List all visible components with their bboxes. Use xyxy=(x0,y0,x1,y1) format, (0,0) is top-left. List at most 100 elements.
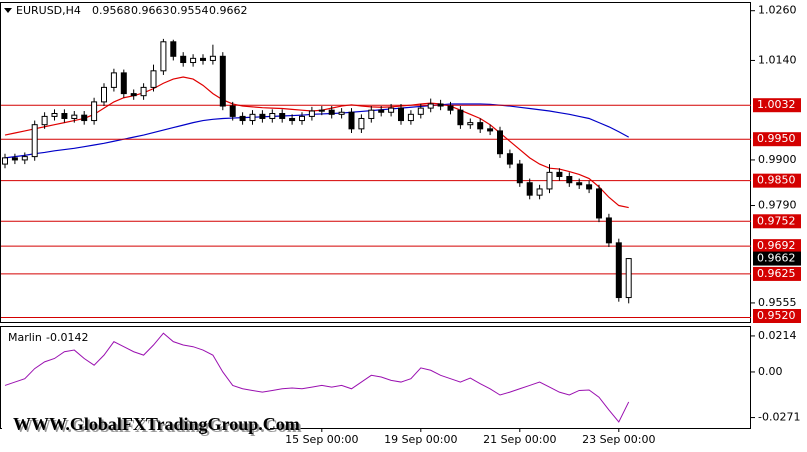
indicator-line xyxy=(4,332,630,423)
watermark-bg xyxy=(2,409,270,441)
x-tick-label: 19 Sep 00:00 xyxy=(384,433,457,446)
candle-body xyxy=(308,110,315,117)
candle-body xyxy=(229,105,236,117)
candle-body xyxy=(437,103,444,107)
candle-body xyxy=(596,188,602,219)
candle-body xyxy=(140,86,147,97)
candle-body xyxy=(190,57,197,64)
y-tick-label: 1.0260 xyxy=(758,4,797,17)
level-label: 1.0032 xyxy=(757,98,796,111)
moving-average xyxy=(4,103,629,159)
candle-body xyxy=(526,182,533,196)
candle-body xyxy=(497,130,503,155)
indicator-value: -0.0142 xyxy=(46,331,88,344)
candle-body xyxy=(110,72,117,88)
candle-body xyxy=(299,115,305,122)
x-tick-label: 15 Sep 00:00 xyxy=(285,433,358,446)
candle-body xyxy=(200,57,206,61)
level-label: 0.9950 xyxy=(757,132,796,145)
price-tag xyxy=(753,251,801,266)
indicator-tick-label: 0.00 xyxy=(758,365,783,378)
candle-body xyxy=(259,113,266,119)
watermark: WWW.GlobalFXTradingGroup.Com xyxy=(13,414,300,434)
candle-body xyxy=(566,176,573,184)
close-value: 0.9662 xyxy=(209,4,248,17)
level-tag xyxy=(753,309,801,323)
candle-body xyxy=(21,156,28,161)
candle-body xyxy=(467,122,474,126)
candle-body xyxy=(61,113,68,119)
candle-body xyxy=(130,93,137,97)
candle-body xyxy=(318,109,325,112)
candle-body xyxy=(576,182,583,186)
level-label: 0.9692 xyxy=(757,239,796,252)
candle-body xyxy=(101,86,107,103)
candle-body xyxy=(407,113,414,122)
candle-body xyxy=(348,111,355,130)
candle-body xyxy=(71,114,78,119)
level-label: 0.9752 xyxy=(757,214,796,227)
candle-body xyxy=(368,109,375,119)
level-label: 0.9850 xyxy=(757,174,796,187)
level-tag xyxy=(753,266,801,281)
candle-body xyxy=(516,163,523,184)
candle-body xyxy=(625,258,632,299)
indicator-panel xyxy=(0,326,751,429)
candle-body xyxy=(536,188,543,196)
candle-body xyxy=(120,72,127,95)
candle-body xyxy=(239,115,246,122)
level-tag xyxy=(753,214,801,229)
candle-body xyxy=(219,55,226,107)
candle-body xyxy=(11,157,18,161)
indicator-tick-label: 0.0214 xyxy=(758,329,797,342)
candle-body xyxy=(279,113,286,119)
level-label: 0.9625 xyxy=(757,267,796,280)
y-tick-label: 0.9790 xyxy=(758,199,797,212)
main-panel xyxy=(0,2,751,323)
y-tick-label: 1.0140 xyxy=(758,53,797,66)
x-tick-label: 23 Sep 00:00 xyxy=(582,433,655,446)
candle-body xyxy=(170,41,177,57)
candle-body xyxy=(615,242,622,299)
candle-body xyxy=(269,113,276,119)
candle-body xyxy=(81,114,88,122)
candle-body xyxy=(338,111,345,115)
candle-body xyxy=(546,171,553,190)
candle-body xyxy=(358,117,365,130)
indicator-tick-label: -0.0271 xyxy=(758,411,800,424)
candle-body xyxy=(605,217,612,244)
candle-body xyxy=(457,109,464,126)
candle-body xyxy=(289,117,296,122)
candle-body xyxy=(91,101,98,122)
level-tag xyxy=(753,98,801,113)
candle-body xyxy=(180,55,187,64)
low-value: 0.9554 xyxy=(170,4,209,17)
x-tick-label: 21 Sep 00:00 xyxy=(483,433,556,446)
candle-body xyxy=(487,128,494,132)
y-tick-label: 0.9555 xyxy=(758,296,797,309)
candle-body xyxy=(249,113,256,122)
y-tick-label: 0.9900 xyxy=(758,153,797,166)
collapse-icon xyxy=(4,8,12,13)
candle-body xyxy=(31,124,38,158)
candle-body xyxy=(378,109,385,113)
price-label: 0.9662 xyxy=(757,252,796,265)
candle-body xyxy=(477,122,484,130)
candle-body xyxy=(2,157,8,165)
candle-body xyxy=(447,105,454,111)
candle-body xyxy=(51,113,58,117)
level-tag xyxy=(753,239,801,254)
candle-body xyxy=(209,55,216,61)
candle-body xyxy=(398,107,404,122)
candle-body xyxy=(556,171,563,178)
candle-body xyxy=(160,41,167,72)
candle-body xyxy=(41,115,48,126)
level-label: 0.9520 xyxy=(757,309,796,322)
candle-body xyxy=(506,153,513,165)
candle-body xyxy=(417,107,424,115)
indicator-name: Marlin xyxy=(8,331,42,344)
candle-body xyxy=(328,109,335,115)
candle-body xyxy=(427,103,434,109)
